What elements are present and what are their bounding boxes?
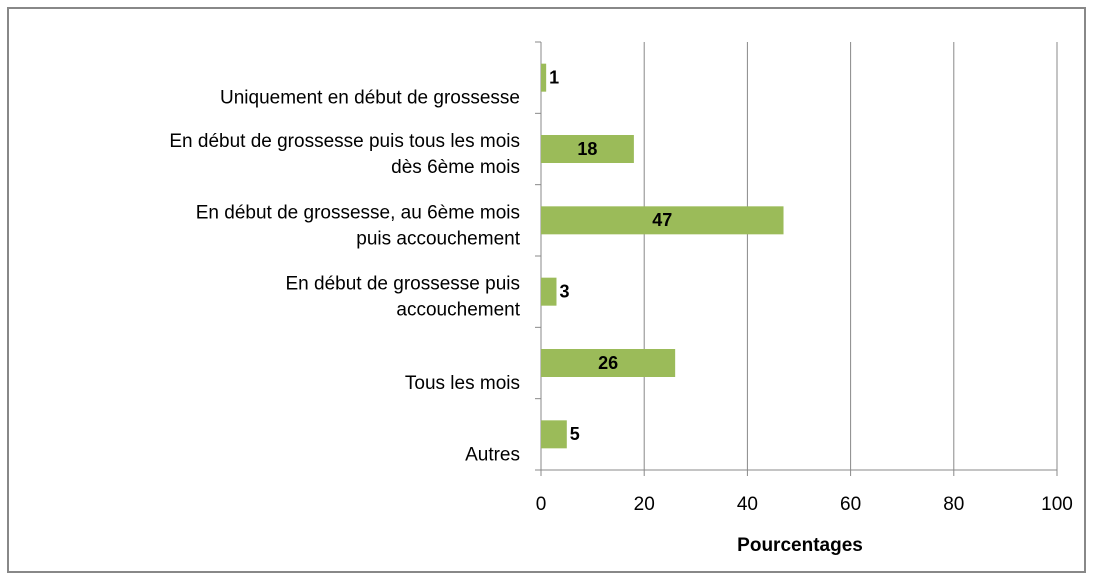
y-tick-label: En début de grossesse puis accouchement xyxy=(286,274,521,321)
x-tick-label: 40 xyxy=(737,494,758,515)
x-tick-label: 100 xyxy=(1041,494,1073,515)
bar xyxy=(541,420,567,449)
y-tick-label: Tous les mois xyxy=(405,373,520,394)
x-tick-label: 20 xyxy=(634,494,655,515)
value-label: 18 xyxy=(577,139,597,159)
bar xyxy=(541,277,557,306)
x-tick-label: 60 xyxy=(840,494,861,515)
x-tick-label: 0 xyxy=(536,494,547,515)
bar xyxy=(541,206,784,235)
bar xyxy=(541,135,634,163)
value-label: 5 xyxy=(570,424,580,444)
y-tick-label: Uniquement en début de grossesse xyxy=(220,88,520,109)
y-tick-label: Autres xyxy=(465,444,520,465)
x-tick-label: 80 xyxy=(943,494,964,515)
bar xyxy=(541,63,547,92)
value-label: 47 xyxy=(652,210,672,230)
y-tick-label: En début de grossesse puis tous les mois… xyxy=(169,131,520,178)
x-axis-title: Pourcentages xyxy=(737,535,863,556)
y-tick-label: En début de grossesse, au 6ème mois puis … xyxy=(196,202,521,249)
value-label: 26 xyxy=(598,353,618,373)
value-label: 1 xyxy=(549,67,559,87)
bar xyxy=(541,349,676,377)
value-label: 3 xyxy=(559,281,569,301)
